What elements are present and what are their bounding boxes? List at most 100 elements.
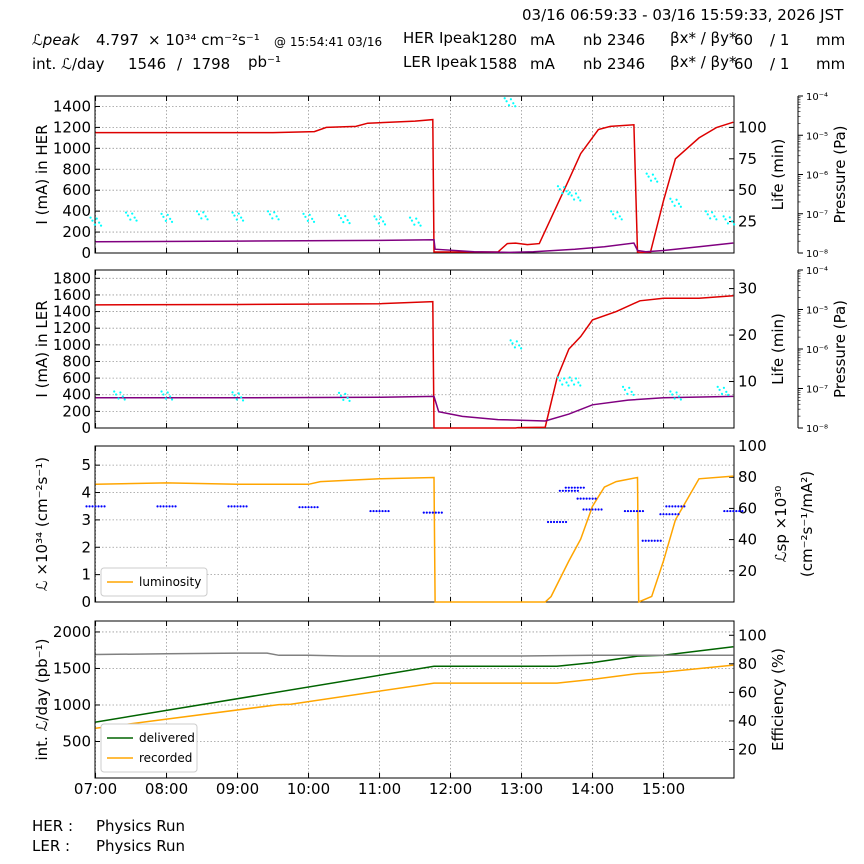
panel-3-specific-point	[665, 505, 668, 508]
panel-4-xtick-label: 15:00	[642, 780, 685, 798]
panel-1-pressure-point	[131, 212, 134, 215]
panel-2-pressure-point	[570, 379, 573, 382]
panel-1-pressure-point	[129, 218, 132, 221]
panel-3-specific-point	[635, 509, 639, 513]
panel-1-pressure-point	[620, 218, 623, 221]
panel-1-pressure-point	[614, 217, 617, 220]
panel-2-pressure-point	[123, 398, 126, 401]
panel-3-specific-point	[431, 511, 434, 514]
panel-4-xtick-label: 13:00	[500, 780, 543, 798]
panel-2-pressure-point	[520, 347, 523, 350]
panel-2-pressure-point	[673, 397, 676, 400]
panel-2-pressure-point	[579, 384, 582, 387]
panel-3-specific-point	[428, 511, 431, 514]
panel-3-specific-point	[97, 505, 100, 508]
panel-1-pressure-point	[570, 194, 573, 197]
panel-1-pressure-point	[651, 173, 654, 176]
panel-2-pressure-point	[718, 388, 721, 391]
panel-3-specific-point	[582, 486, 585, 489]
panel-2-pressure-point	[160, 390, 163, 393]
panel-2-pressure-point	[720, 392, 724, 395]
panel-2-pressure-point	[727, 393, 730, 396]
panel-2-pressure-point	[164, 397, 167, 400]
panel-4-ytick-right-label: 40	[738, 712, 757, 730]
panel-1-ytick-right-label: 100	[738, 118, 767, 136]
panel-1-pressure-point	[275, 215, 278, 218]
panel-2-pressure-point	[240, 396, 243, 399]
panel-3-ytick-label: 1	[81, 566, 91, 584]
panel-3-specific-point	[546, 520, 550, 524]
panel-2-pressure-label: Pressure (Pa)	[831, 300, 849, 398]
panel-1-pressure-point	[166, 213, 169, 216]
panel-3-specific-point	[729, 509, 732, 513]
lpeak-value: 4.797	[96, 31, 139, 49]
panel-1-pressure-point	[556, 185, 560, 188]
panel-3-specific-point	[307, 506, 310, 509]
panel-1-pressure-label: Pressure (Pa)	[831, 125, 849, 223]
panel-4-xtick-label: 08:00	[145, 780, 188, 798]
panel-2-ytick-label: 1800	[53, 269, 91, 287]
panel-1-pressure-point	[93, 223, 96, 226]
ler-beta-label: βx* / βy*	[670, 53, 737, 71]
panel-1-pressure-point	[164, 219, 167, 222]
panel-1-pressure-point	[647, 175, 650, 178]
panel-1-ylabel-right: Life (min)	[769, 139, 787, 211]
panel-2-pressure-point	[114, 393, 118, 396]
panel-3-specific-point	[726, 509, 729, 513]
panel-2-ytick-right-label: 20	[738, 326, 757, 344]
panel-2-life-line	[95, 395, 734, 422]
panel-3-specific-point	[665, 513, 668, 516]
panel-4-ytick-right-label: 80	[738, 655, 757, 673]
panel-2-pressure-point	[675, 391, 678, 394]
panel-1-pressure-point	[616, 211, 619, 214]
panel-2-pressure-point	[572, 383, 576, 386]
panel-2-ytick-label: 1200	[53, 319, 91, 337]
panel-4-efficiency-line	[95, 652, 734, 657]
panel-4-recorded-line	[95, 664, 734, 730]
panel-3-specific-point	[564, 520, 568, 524]
panel-3-specific-point	[381, 509, 384, 513]
panel-1-pressure-point	[233, 214, 236, 217]
panel-3-specific-point	[369, 509, 372, 513]
panel-3-specific-point	[600, 508, 603, 511]
panel-1-ytick-label: 400	[62, 202, 91, 220]
int-lumi-value-1: 1546	[128, 55, 167, 73]
her-beta-y: / 1	[770, 31, 790, 49]
footer-her-label: HER :	[32, 817, 74, 835]
panel-1-life-line	[95, 239, 734, 254]
panel-3-specific-point	[591, 508, 594, 511]
panel-3-specific-point	[242, 505, 245, 508]
panel-2-ytick-right-label: 10	[738, 373, 757, 391]
panel-4-xtick-label: 11:00	[358, 780, 401, 798]
panel-2-pressure-point	[671, 393, 674, 396]
her-ipeak-unit: mA	[530, 31, 555, 49]
panel-2-pressure-tick-label: 10⁻⁷	[806, 385, 828, 396]
panel-3-frame	[94, 445, 735, 603]
panel-2-ytick-right-label: 30	[738, 280, 757, 298]
panel-1-pressure-point	[273, 211, 276, 214]
panel-3-specific-point	[647, 539, 650, 542]
panel-2-pressure-point	[113, 390, 116, 393]
panel-1-pressure-point	[271, 217, 274, 220]
panel-2-pressure-point	[515, 340, 518, 343]
panel-1-pressure-point	[382, 220, 385, 223]
panel-1-pressure-point	[241, 219, 245, 222]
panel-1-pressure-point	[574, 192, 578, 195]
panel-3-specific-point	[732, 509, 735, 513]
panel-3-specific-point	[422, 511, 425, 514]
panel-3-specific-point	[375, 509, 378, 513]
panel-2-pressure-point	[348, 399, 351, 402]
panel-3-specific-point	[313, 506, 316, 509]
panel-1-pressure-point	[713, 215, 716, 218]
panel-3-specific-point	[239, 505, 242, 508]
panel-3-specific-point	[245, 505, 248, 508]
panel-3-specific-point	[671, 513, 674, 516]
her-nb-label: nb	[583, 31, 603, 49]
panel-3-specific-point	[588, 497, 591, 500]
panel-1-pressure-point	[677, 202, 681, 205]
panel-3-specific-point	[677, 505, 680, 508]
panel-3-specific-point	[641, 509, 645, 513]
panel-4-xtick-label: 07:00	[74, 780, 117, 798]
panel-3-specific-point	[165, 505, 168, 508]
